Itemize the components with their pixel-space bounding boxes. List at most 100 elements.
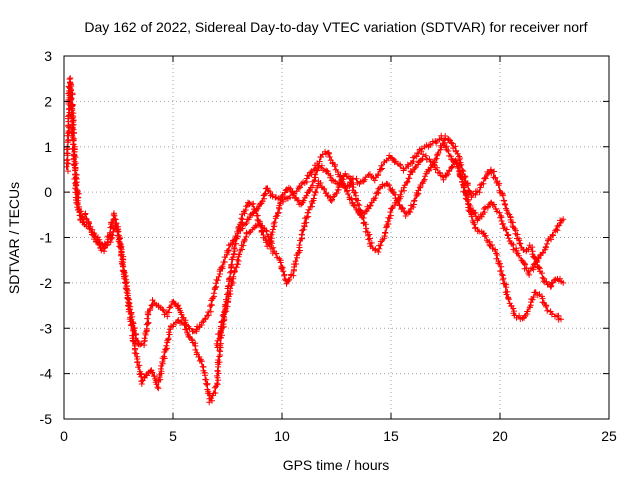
data-point-marker xyxy=(462,195,469,202)
data-point-marker xyxy=(117,242,124,249)
data-point-marker xyxy=(178,311,185,318)
data-point-marker xyxy=(439,140,446,147)
data-point-marker xyxy=(312,189,319,196)
data-point-marker xyxy=(517,240,524,247)
data-point-marker xyxy=(494,252,501,258)
data-point-marker xyxy=(375,171,382,177)
data-point-marker xyxy=(539,270,545,277)
data-point-marker xyxy=(287,185,294,192)
data-point-marker xyxy=(531,254,538,261)
data-point-marker xyxy=(166,326,173,333)
data-point-marker xyxy=(111,215,118,222)
data-point-marker xyxy=(233,264,240,271)
data-point-marker xyxy=(500,275,507,282)
data-point-marker xyxy=(69,124,76,131)
data-point-marker xyxy=(238,215,245,222)
data-point-marker xyxy=(471,221,478,228)
data-point-marker xyxy=(372,195,379,201)
data-point-marker xyxy=(296,242,303,249)
data-point-marker xyxy=(420,151,427,158)
data-point-marker xyxy=(233,240,239,247)
data-point-marker xyxy=(270,244,277,251)
data-point-marker xyxy=(309,200,316,207)
data-point-marker xyxy=(213,340,220,347)
data-point-marker xyxy=(325,150,332,157)
data-point-marker xyxy=(304,209,311,216)
data-point-marker xyxy=(249,201,255,208)
data-point-marker xyxy=(355,201,361,208)
data-point-marker xyxy=(353,206,360,213)
data-point-marker xyxy=(164,337,171,344)
data-point-marker xyxy=(231,267,238,274)
data-point-marker xyxy=(525,246,532,253)
data-point-marker xyxy=(515,252,522,259)
data-point-marker xyxy=(400,205,406,212)
data-point-marker xyxy=(500,192,507,199)
data-point-marker xyxy=(181,321,188,328)
y-axis-label: SDTVAR / TECUs xyxy=(6,182,22,294)
series-trace-1 xyxy=(63,79,567,349)
data-point-marker xyxy=(480,180,487,187)
series-line xyxy=(66,82,564,347)
data-point-marker xyxy=(348,195,355,202)
data-point-marker xyxy=(250,200,257,207)
data-point-marker xyxy=(387,209,394,216)
data-point-marker xyxy=(491,201,497,208)
data-point-marker xyxy=(539,274,546,281)
data-point-marker xyxy=(468,213,475,220)
data-point-marker xyxy=(292,258,299,265)
data-point-marker xyxy=(215,357,222,363)
data-point-marker xyxy=(69,91,76,98)
data-point-marker xyxy=(275,209,282,216)
data-point-marker xyxy=(510,246,517,253)
data-point-marker xyxy=(365,205,372,212)
data-point-marker xyxy=(341,183,348,190)
data-point-marker xyxy=(386,182,393,189)
data-point-marker xyxy=(229,254,236,261)
data-point-marker xyxy=(271,219,278,226)
data-point-marker xyxy=(281,272,288,279)
data-point-marker xyxy=(389,188,396,195)
data-point-marker xyxy=(70,130,77,137)
data-point-marker xyxy=(362,208,369,215)
data-point-marker xyxy=(267,239,274,245)
data-point-marker xyxy=(164,345,170,352)
tick-layer: 0 5 10 15 20 25 -5 -4 -3 -2 -1 0 1 2 3 xyxy=(40,48,617,444)
data-point-marker xyxy=(558,217,565,224)
data-point-marker xyxy=(416,184,423,191)
data-point-marker xyxy=(69,134,76,141)
data-point-marker xyxy=(426,167,433,174)
y-tick-label: 1 xyxy=(44,139,52,155)
data-point-marker xyxy=(407,209,414,215)
y-tick-label: 0 xyxy=(44,184,52,200)
data-point-marker xyxy=(467,189,474,196)
data-point-marker xyxy=(452,143,459,150)
data-point-marker xyxy=(321,186,328,193)
data-point-marker xyxy=(242,221,249,228)
x-tick-label: 15 xyxy=(383,428,399,444)
data-point-marker xyxy=(165,335,172,342)
data-point-marker xyxy=(448,139,455,146)
data-point-marker xyxy=(130,327,136,334)
data-point-marker xyxy=(220,317,227,324)
data-point-marker xyxy=(371,177,378,184)
data-point-marker xyxy=(240,238,247,245)
data-point-marker xyxy=(434,151,441,158)
data-point-marker xyxy=(360,215,367,221)
data-point-marker xyxy=(444,171,451,178)
data-point-marker xyxy=(214,380,221,387)
data-point-marker xyxy=(468,194,475,201)
data-point-marker xyxy=(122,285,129,291)
data-point-marker xyxy=(215,273,222,280)
data-point-marker xyxy=(495,182,502,189)
data-point-marker xyxy=(144,320,151,327)
x-tick-label: 10 xyxy=(274,428,290,444)
data-point-marker xyxy=(91,230,98,237)
x-tick-label: 5 xyxy=(169,428,177,444)
data-point-marker xyxy=(374,189,381,196)
data-point-marker xyxy=(88,229,95,236)
data-point-marker xyxy=(299,227,306,234)
data-point-marker xyxy=(219,312,226,319)
data-point-marker xyxy=(235,223,242,230)
data-point-marker xyxy=(430,159,437,166)
